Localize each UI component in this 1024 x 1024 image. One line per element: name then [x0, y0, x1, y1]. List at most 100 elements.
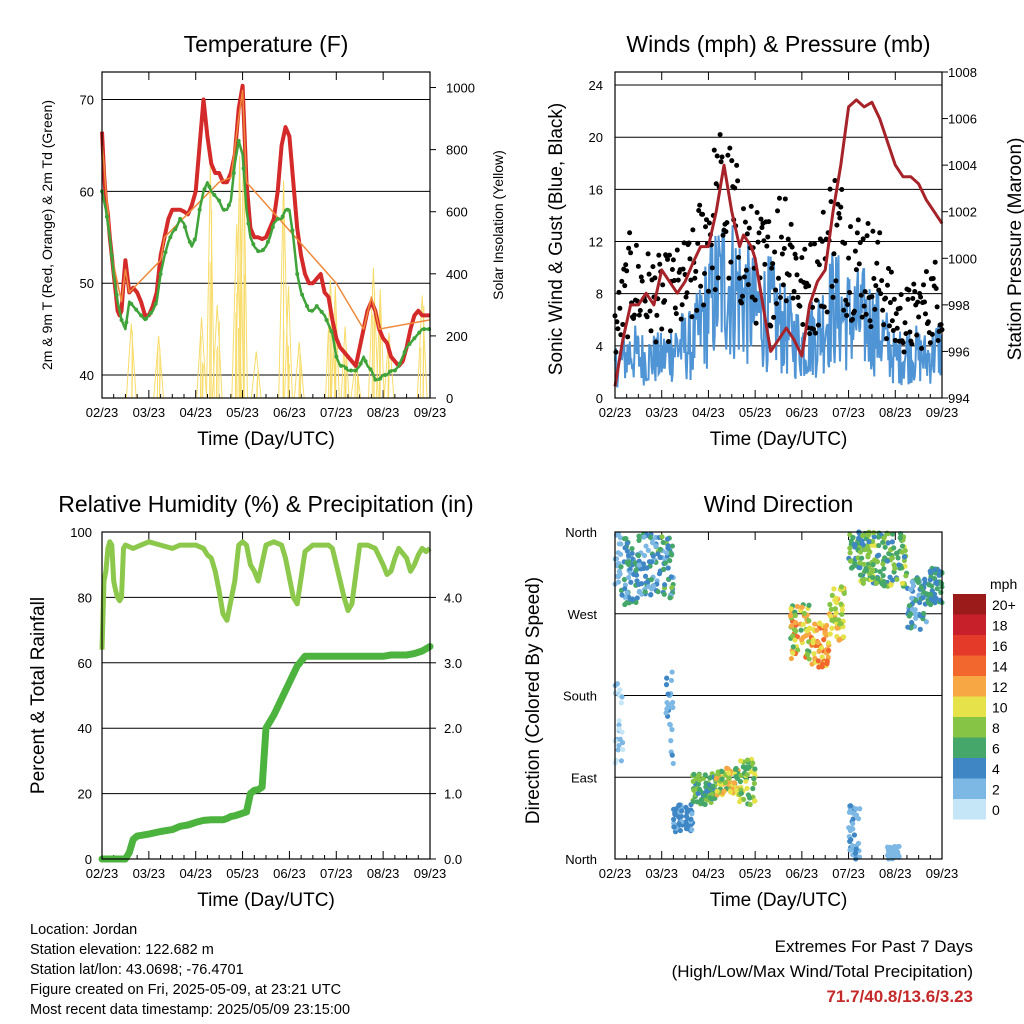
direction-point — [849, 843, 856, 849]
dewpoint-point — [187, 239, 192, 244]
direction-point — [792, 637, 798, 643]
direction-point — [624, 600, 630, 606]
direction-point — [909, 607, 915, 613]
direction-point — [847, 828, 854, 834]
y-right-tick-label: 1006 — [948, 112, 977, 127]
gust-point — [929, 331, 935, 337]
direction-point — [741, 796, 747, 802]
x-tick-label: 02/23 — [86, 866, 119, 881]
direction-point — [838, 584, 845, 590]
direction-point — [857, 549, 864, 555]
plot-frame — [614, 531, 943, 860]
gust-point — [650, 264, 656, 270]
direction-point — [819, 654, 825, 660]
gust-point — [934, 304, 940, 310]
direction-point — [824, 661, 830, 667]
gust-point — [725, 152, 731, 158]
gust-point — [765, 234, 771, 240]
dewpoint-point — [348, 368, 353, 373]
dewpoint-point — [241, 166, 246, 171]
y-right-tick-label: 400 — [446, 267, 468, 282]
gust-point — [771, 314, 777, 320]
legend-swatch — [953, 737, 986, 758]
direction-point — [836, 637, 842, 643]
solar-spike — [419, 347, 422, 399]
direction-point — [690, 799, 696, 805]
direction-point — [909, 595, 915, 601]
pressure-line — [613, 98, 944, 387]
gust-point — [890, 328, 896, 334]
gust-point — [791, 288, 797, 294]
direction-point — [895, 555, 901, 561]
gust-point — [923, 269, 929, 275]
gust-point — [830, 294, 836, 300]
direction-point — [701, 801, 707, 807]
y-tick-label: North — [565, 852, 597, 867]
solar-peak — [235, 155, 245, 399]
direction-point — [669, 752, 675, 758]
gust-point — [669, 266, 675, 272]
direction-point — [702, 772, 708, 778]
gust-point — [878, 291, 884, 297]
x-tick-label: 07/23 — [832, 405, 865, 420]
direction-point — [751, 770, 757, 776]
x-tick-label: 08/23 — [367, 866, 400, 881]
dewpoint-point — [402, 350, 407, 355]
direction-point — [697, 786, 703, 793]
gust-point — [698, 283, 704, 289]
solar-peak — [250, 351, 262, 399]
gust-point — [692, 275, 698, 281]
gust-point — [925, 319, 931, 325]
direction-point — [703, 784, 709, 790]
x-tick-label: 09/23 — [414, 405, 447, 420]
solar-spike — [210, 277, 212, 399]
dewpoint-point — [329, 329, 334, 334]
gust-point — [702, 271, 708, 277]
gust-point — [912, 289, 918, 295]
direction-point — [616, 722, 622, 728]
direction-point — [616, 742, 622, 749]
gust-point — [860, 236, 866, 242]
direction-point — [884, 844, 891, 850]
dewpoint-point — [231, 171, 236, 176]
info-latlon: Station lat/lon: 43.0698; -76.4701 — [30, 962, 244, 978]
gust-point — [615, 326, 621, 332]
x-tick-label: 05/23 — [226, 405, 259, 420]
y-tick-label: 0 — [85, 852, 92, 867]
gust-point — [638, 274, 644, 280]
direction-point — [908, 586, 914, 593]
direction-point — [695, 790, 701, 797]
gust-point — [885, 282, 890, 288]
direction-point — [906, 603, 913, 609]
direction-point — [875, 575, 881, 581]
gust-point — [616, 289, 622, 295]
gust-point — [626, 245, 632, 251]
direction-point — [932, 567, 938, 573]
gust-point — [861, 303, 867, 309]
gust-point — [653, 339, 659, 345]
direction-point — [677, 827, 683, 834]
direction-point — [806, 602, 812, 608]
gust-point — [752, 297, 758, 303]
direction-point — [927, 591, 933, 597]
gust-point — [833, 278, 839, 284]
gust-point — [862, 289, 868, 295]
y-tick-label: 50 — [80, 276, 94, 291]
direction-point — [934, 586, 940, 592]
solar-spike — [239, 198, 241, 399]
direction-point — [667, 558, 673, 564]
solar-spike — [298, 352, 301, 399]
direction-point — [848, 837, 854, 843]
dewpoint-point — [305, 304, 309, 309]
x-axis-label: Time (Day/UTC) — [197, 890, 335, 911]
x-tick-label: 04/23 — [692, 405, 725, 420]
y-tick-label: 20 — [78, 787, 92, 802]
direction-point — [719, 776, 725, 782]
dewpoint-point — [417, 330, 422, 335]
direction-point — [733, 787, 740, 793]
y-axis-label: Sonic Wind & Gust (Blue, Black) — [546, 103, 567, 375]
gust-point — [646, 271, 652, 277]
direction-point — [806, 618, 812, 624]
gust-point — [776, 195, 782, 201]
y-tick-label: 40 — [78, 721, 92, 736]
